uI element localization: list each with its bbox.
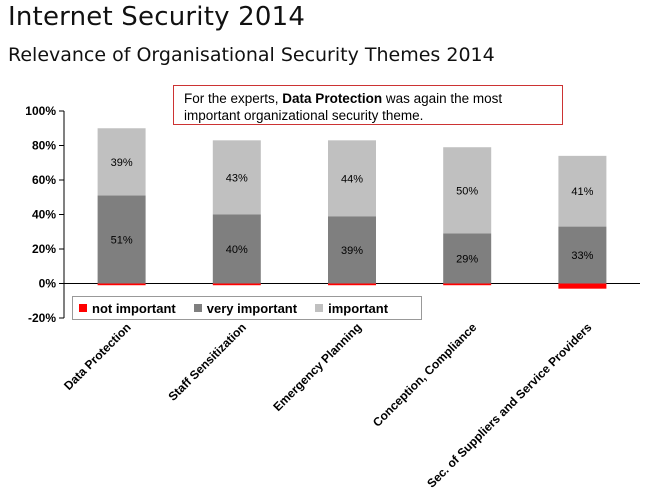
callout-suffix: was again the most important organizatio… [184, 91, 503, 123]
y-tick-label: 40% [32, 208, 56, 222]
legend-swatch-important [315, 304, 324, 312]
data-label-important: 41% [571, 186, 593, 198]
y-tick-label: 0% [39, 277, 57, 291]
x-category-label: Conception, Compliance [370, 320, 480, 430]
legend-item-not-important: not important [79, 301, 176, 316]
legend-label-not-important: not important [92, 300, 176, 316]
bar-very-important [212, 214, 261, 284]
data-label-important: 44% [341, 173, 363, 185]
data-label-important: 43% [226, 172, 248, 184]
data-label-very-important: 51% [111, 235, 133, 247]
data-label-important: 39% [111, 157, 133, 169]
bar-important [212, 140, 261, 215]
y-tick-label: -20% [28, 311, 56, 325]
legend-swatch-not-important [79, 304, 87, 312]
y-tick-label: 60% [32, 173, 56, 187]
bar-important [558, 155, 607, 227]
legend-swatch-very-important [193, 304, 202, 312]
bar-not-important [97, 283, 146, 286]
bar-very-important [558, 226, 607, 284]
data-label-important: 50% [456, 185, 478, 197]
page-subtitle: Relevance of Organisational Security The… [8, 44, 495, 66]
bar-important [328, 140, 376, 217]
callout-box: For the experts, Data Protection was aga… [173, 85, 563, 125]
bar-very-important [443, 233, 492, 284]
bar-not-important [212, 283, 261, 286]
data-label-very-important: 40% [226, 244, 248, 256]
legend-label-important: important [328, 300, 389, 316]
y-tick-label: 20% [32, 242, 56, 256]
bar-important [443, 147, 492, 234]
bar-not-important [328, 283, 376, 286]
bar-not-important [443, 283, 492, 286]
legend-item-very-important: very important [193, 300, 298, 316]
bar-very-important [97, 195, 146, 284]
data-label-very-important: 29% [456, 253, 478, 265]
callout-prefix: For the experts, [184, 91, 283, 106]
y-tick-label: 100% [25, 104, 56, 118]
chart-legend: not important very important important [72, 296, 422, 320]
bar-important [97, 128, 146, 196]
page-title: Internet Security 2014 [8, 2, 306, 32]
legend-item-important: important [315, 301, 388, 316]
data-label-very-important: 33% [571, 250, 593, 262]
x-category-label: Staff Sensitization [165, 320, 248, 403]
bar-not-important [558, 283, 607, 289]
data-label-very-important: 39% [341, 245, 363, 257]
y-tick-label: 80% [32, 139, 56, 153]
x-category-label: Emergency Planning [270, 320, 364, 414]
x-category-label: Data Protection [61, 320, 134, 393]
legend-label-very-important: very important [206, 300, 298, 316]
bar-very-important [328, 216, 376, 284]
callout-highlight: Data Protection [282, 91, 383, 106]
